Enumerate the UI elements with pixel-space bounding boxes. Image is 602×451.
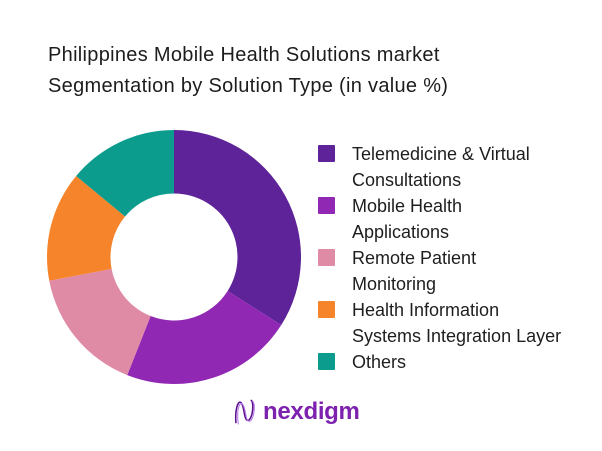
donut-segment-4[interactable]	[46, 176, 126, 281]
legend-label-others: Others	[352, 352, 407, 372]
donut-segment-3[interactable]	[49, 268, 151, 376]
nexdigm-logo: nexdigm	[233, 397, 360, 427]
legend-label-health-info-systems: Health Information Systems Integration L…	[352, 300, 562, 346]
logo-wordmark: nexdigm	[263, 398, 360, 425]
legend-item-health-info-systems[interactable]: Health Information Systems Integration L…	[318, 297, 594, 349]
legend-item-others[interactable]: Others	[318, 349, 594, 375]
legend-item-mobile-health-apps[interactable]: Mobile Health Applications	[318, 193, 594, 245]
legend-item-telemedicine[interactable]: Telemedicine & Virtual Consultations	[318, 141, 594, 193]
page-title-line2: Segmentation by Solution Type (in value …	[48, 75, 449, 97]
legend-item-remote-patient-monitoring[interactable]: Remote Patient Monitoring	[318, 245, 594, 297]
legend-swatch-remote-patient-monitoring	[318, 249, 335, 266]
donut-segment-1[interactable]	[174, 130, 302, 326]
nexdigm-logo-icon	[234, 399, 255, 425]
legend-swatch-telemedicine	[318, 145, 335, 162]
legend-label-mobile-health-apps: Mobile Health Applications	[352, 196, 463, 242]
legend-swatch-health-info-systems	[318, 301, 335, 318]
legend: Telemedicine & Virtual Consultations Mob…	[318, 141, 594, 375]
legend-label-telemedicine: Telemedicine & Virtual Consultations	[352, 144, 530, 190]
legend-swatch-mobile-health-apps	[318, 197, 335, 214]
legend-swatch-others	[318, 353, 335, 370]
donut-svg	[46, 130, 302, 384]
donut-segment-5[interactable]	[76, 130, 174, 217]
donut-segment-2[interactable]	[127, 291, 282, 384]
page-title: Philippines Mobile Health Solutions mark…	[48, 40, 448, 102]
page-title-line1: Philippines Mobile Health Solutions mark…	[48, 44, 440, 66]
donut-chart	[44, 127, 304, 387]
legend-label-remote-patient-monitoring: Remote Patient Monitoring	[352, 248, 477, 294]
